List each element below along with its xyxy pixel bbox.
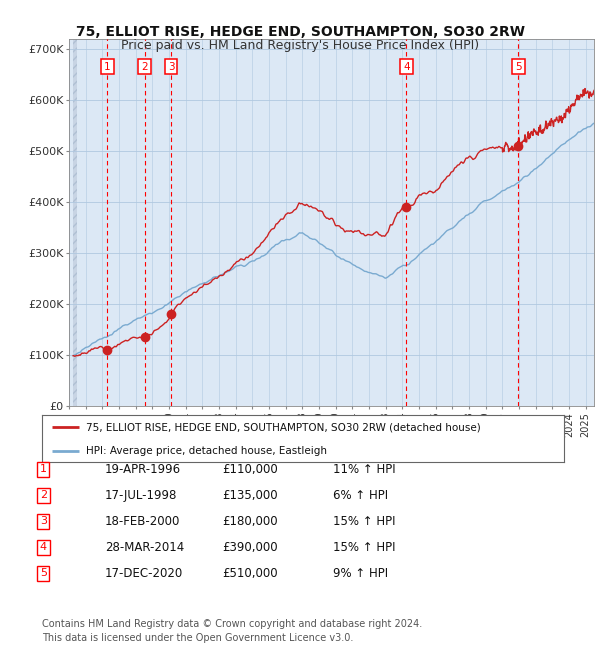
- Text: 1: 1: [104, 62, 110, 72]
- Text: 17-DEC-2020: 17-DEC-2020: [105, 567, 183, 580]
- Text: £180,000: £180,000: [222, 515, 278, 528]
- Text: 75, ELLIOT RISE, HEDGE END, SOUTHAMPTON, SO30 2RW (detached house): 75, ELLIOT RISE, HEDGE END, SOUTHAMPTON,…: [86, 422, 481, 432]
- Text: Contains HM Land Registry data © Crown copyright and database right 2024.
This d: Contains HM Land Registry data © Crown c…: [42, 619, 422, 643]
- Text: 17-JUL-1998: 17-JUL-1998: [105, 489, 178, 502]
- Text: £135,000: £135,000: [222, 489, 278, 502]
- Text: 5: 5: [515, 62, 521, 72]
- Text: Price paid vs. HM Land Registry's House Price Index (HPI): Price paid vs. HM Land Registry's House …: [121, 39, 479, 52]
- Text: £110,000: £110,000: [222, 463, 278, 476]
- Text: 28-MAR-2014: 28-MAR-2014: [105, 541, 184, 554]
- Text: 75, ELLIOT RISE, HEDGE END, SOUTHAMPTON, SO30 2RW: 75, ELLIOT RISE, HEDGE END, SOUTHAMPTON,…: [76, 25, 524, 39]
- Text: 3: 3: [40, 516, 47, 526]
- Text: 18-FEB-2000: 18-FEB-2000: [105, 515, 181, 528]
- Text: 6% ↑ HPI: 6% ↑ HPI: [333, 489, 388, 502]
- Text: 11% ↑ HPI: 11% ↑ HPI: [333, 463, 395, 476]
- Text: £510,000: £510,000: [222, 567, 278, 580]
- Text: 15% ↑ HPI: 15% ↑ HPI: [333, 541, 395, 554]
- Text: 4: 4: [403, 62, 410, 72]
- Text: 2: 2: [142, 62, 148, 72]
- Text: 5: 5: [40, 568, 47, 578]
- Text: £390,000: £390,000: [222, 541, 278, 554]
- Text: HPI: Average price, detached house, Eastleigh: HPI: Average price, detached house, East…: [86, 446, 328, 456]
- Text: 3: 3: [167, 62, 175, 72]
- Text: 4: 4: [40, 542, 47, 552]
- Text: 9% ↑ HPI: 9% ↑ HPI: [333, 567, 388, 580]
- Text: 15% ↑ HPI: 15% ↑ HPI: [333, 515, 395, 528]
- Text: 2: 2: [40, 490, 47, 501]
- Text: 19-APR-1996: 19-APR-1996: [105, 463, 181, 476]
- Text: 1: 1: [40, 464, 47, 474]
